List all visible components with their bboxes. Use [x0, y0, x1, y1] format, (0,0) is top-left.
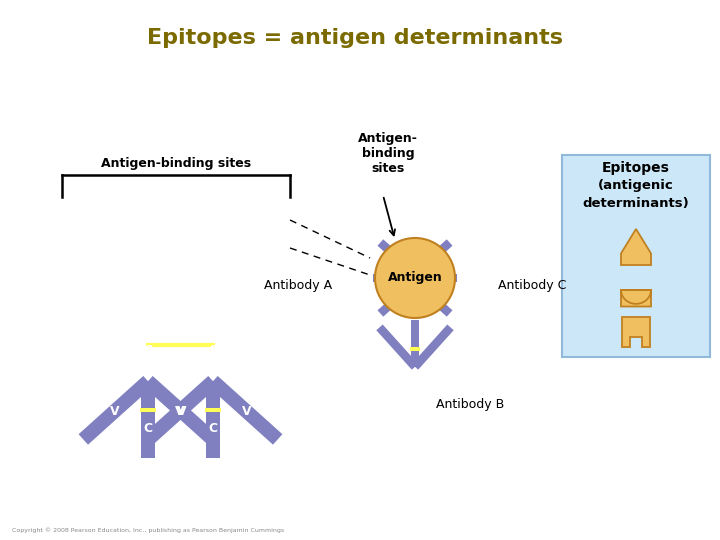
Polygon shape	[400, 273, 404, 284]
Polygon shape	[373, 274, 420, 282]
Text: C: C	[208, 422, 217, 435]
Text: V: V	[177, 405, 186, 418]
Text: Antigen-
binding
sites: Antigen- binding sites	[358, 132, 418, 175]
Text: Copyright © 2008 Pearson Education, Inc., publishing as Pearson Benjamin Cumming: Copyright © 2008 Pearson Education, Inc.…	[12, 528, 284, 533]
Polygon shape	[410, 274, 457, 282]
Polygon shape	[140, 408, 156, 413]
Text: V: V	[174, 405, 184, 418]
Text: Epitopes = antigen determinants: Epitopes = antigen determinants	[147, 28, 563, 48]
Text: Epitopes: Epitopes	[602, 161, 670, 175]
Text: Antibody B: Antibody B	[436, 398, 504, 411]
Text: C: C	[143, 422, 153, 435]
Polygon shape	[78, 376, 153, 444]
Text: Antibody C: Antibody C	[498, 280, 567, 293]
Polygon shape	[205, 408, 221, 413]
Polygon shape	[426, 273, 430, 284]
Polygon shape	[621, 290, 651, 307]
Polygon shape	[408, 275, 452, 316]
Text: V: V	[109, 405, 120, 418]
Polygon shape	[377, 275, 423, 316]
Polygon shape	[410, 320, 419, 367]
Text: Antigen: Antigen	[387, 272, 442, 285]
Polygon shape	[206, 381, 220, 458]
Polygon shape	[377, 325, 418, 370]
Polygon shape	[143, 376, 217, 444]
Circle shape	[375, 238, 455, 318]
Polygon shape	[143, 376, 217, 444]
Text: Antibody A: Antibody A	[264, 280, 332, 293]
Polygon shape	[410, 347, 420, 351]
Text: determinants): determinants)	[582, 197, 689, 210]
Polygon shape	[621, 229, 651, 265]
Text: Antigen-binding sites: Antigen-binding sites	[101, 157, 251, 170]
Text: V: V	[242, 405, 251, 418]
Text: (antigenic: (antigenic	[598, 179, 674, 192]
Polygon shape	[412, 325, 454, 370]
Text: C: C	[143, 343, 153, 356]
Polygon shape	[141, 381, 155, 458]
Polygon shape	[622, 317, 650, 347]
Text: C: C	[208, 343, 217, 356]
Polygon shape	[408, 239, 452, 281]
FancyBboxPatch shape	[562, 155, 710, 357]
Polygon shape	[377, 239, 423, 281]
Polygon shape	[208, 376, 282, 444]
